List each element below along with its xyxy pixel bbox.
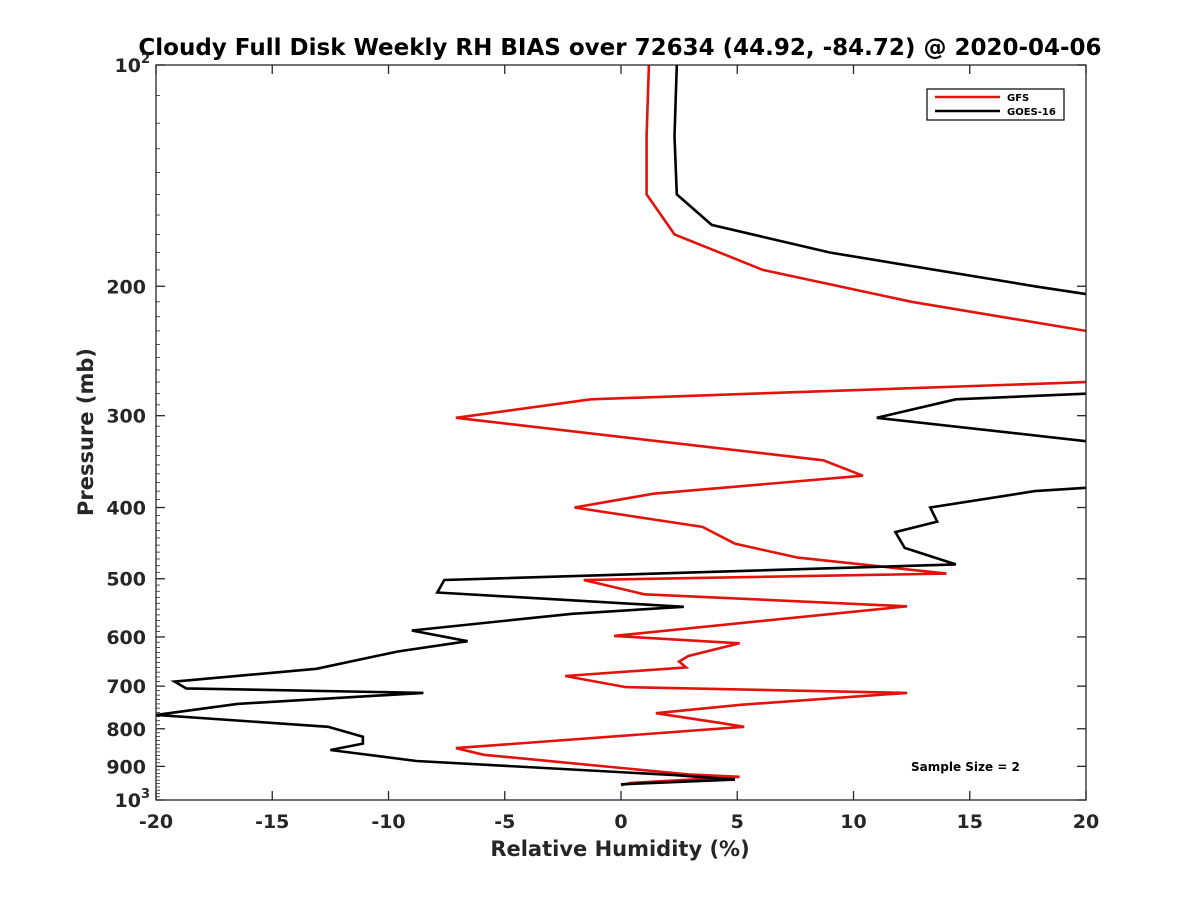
y-tick-label: 102 [115,52,151,77]
y-tick-label: 200 [106,276,146,298]
y-axis: 102 200 300 400 500 600 700 800 900 103 [106,52,1086,812]
y-axis-label: Pressure (mb) [74,348,98,516]
x-tick-label: -5 [494,811,515,833]
plot-background [156,65,1086,800]
series-line-goes-16-segment-2 [156,486,1086,786]
series-line-gfs-segment-1 [455,380,1086,787]
plot-area [155,64,1087,801]
x-tick-label: -20 [139,811,173,833]
x-tick-label: 0 [614,811,627,833]
x-tick-label: 20 [1073,811,1099,833]
y-tick-label: 600 [106,627,146,649]
x-tick-label: -10 [371,811,405,833]
y-tick-label: 400 [106,498,146,520]
chart-title: Cloudy Full Disk Weekly RH BIAS over 726… [138,35,1101,61]
sample-size-annotation: Sample Size = 2 [911,760,1020,774]
x-tick-label: 5 [731,811,744,833]
legend-box [926,88,1065,121]
series-line-gfs-segment-0 [645,65,1086,333]
legend: GFS GOES-16 [926,88,1065,121]
legend-label-gfs: GFS [1007,93,1029,104]
x-tick-label: 15 [957,811,983,833]
series-line-goes-16-segment-0 [673,65,1086,296]
y-tick-label: 300 [106,406,146,428]
y-tick-label: 103 [115,787,151,812]
x-axis-label: Relative Humidity (%) [490,837,749,861]
x-tick-label: 10 [840,811,866,833]
x-tick-label: -15 [255,811,289,833]
y-tick-label: 800 [106,719,146,741]
series-line-goes-16-segment-1 [876,392,1086,443]
y-tick-label: 500 [106,569,146,591]
y-tick-label: 900 [106,756,146,778]
series-layer [156,65,1086,787]
y-tick-label: 700 [106,676,146,698]
x-axis: -20 -15 -10 -5 0 5 10 15 20 [139,65,1099,833]
legend-label-goes-16: GOES-16 [1007,107,1056,118]
